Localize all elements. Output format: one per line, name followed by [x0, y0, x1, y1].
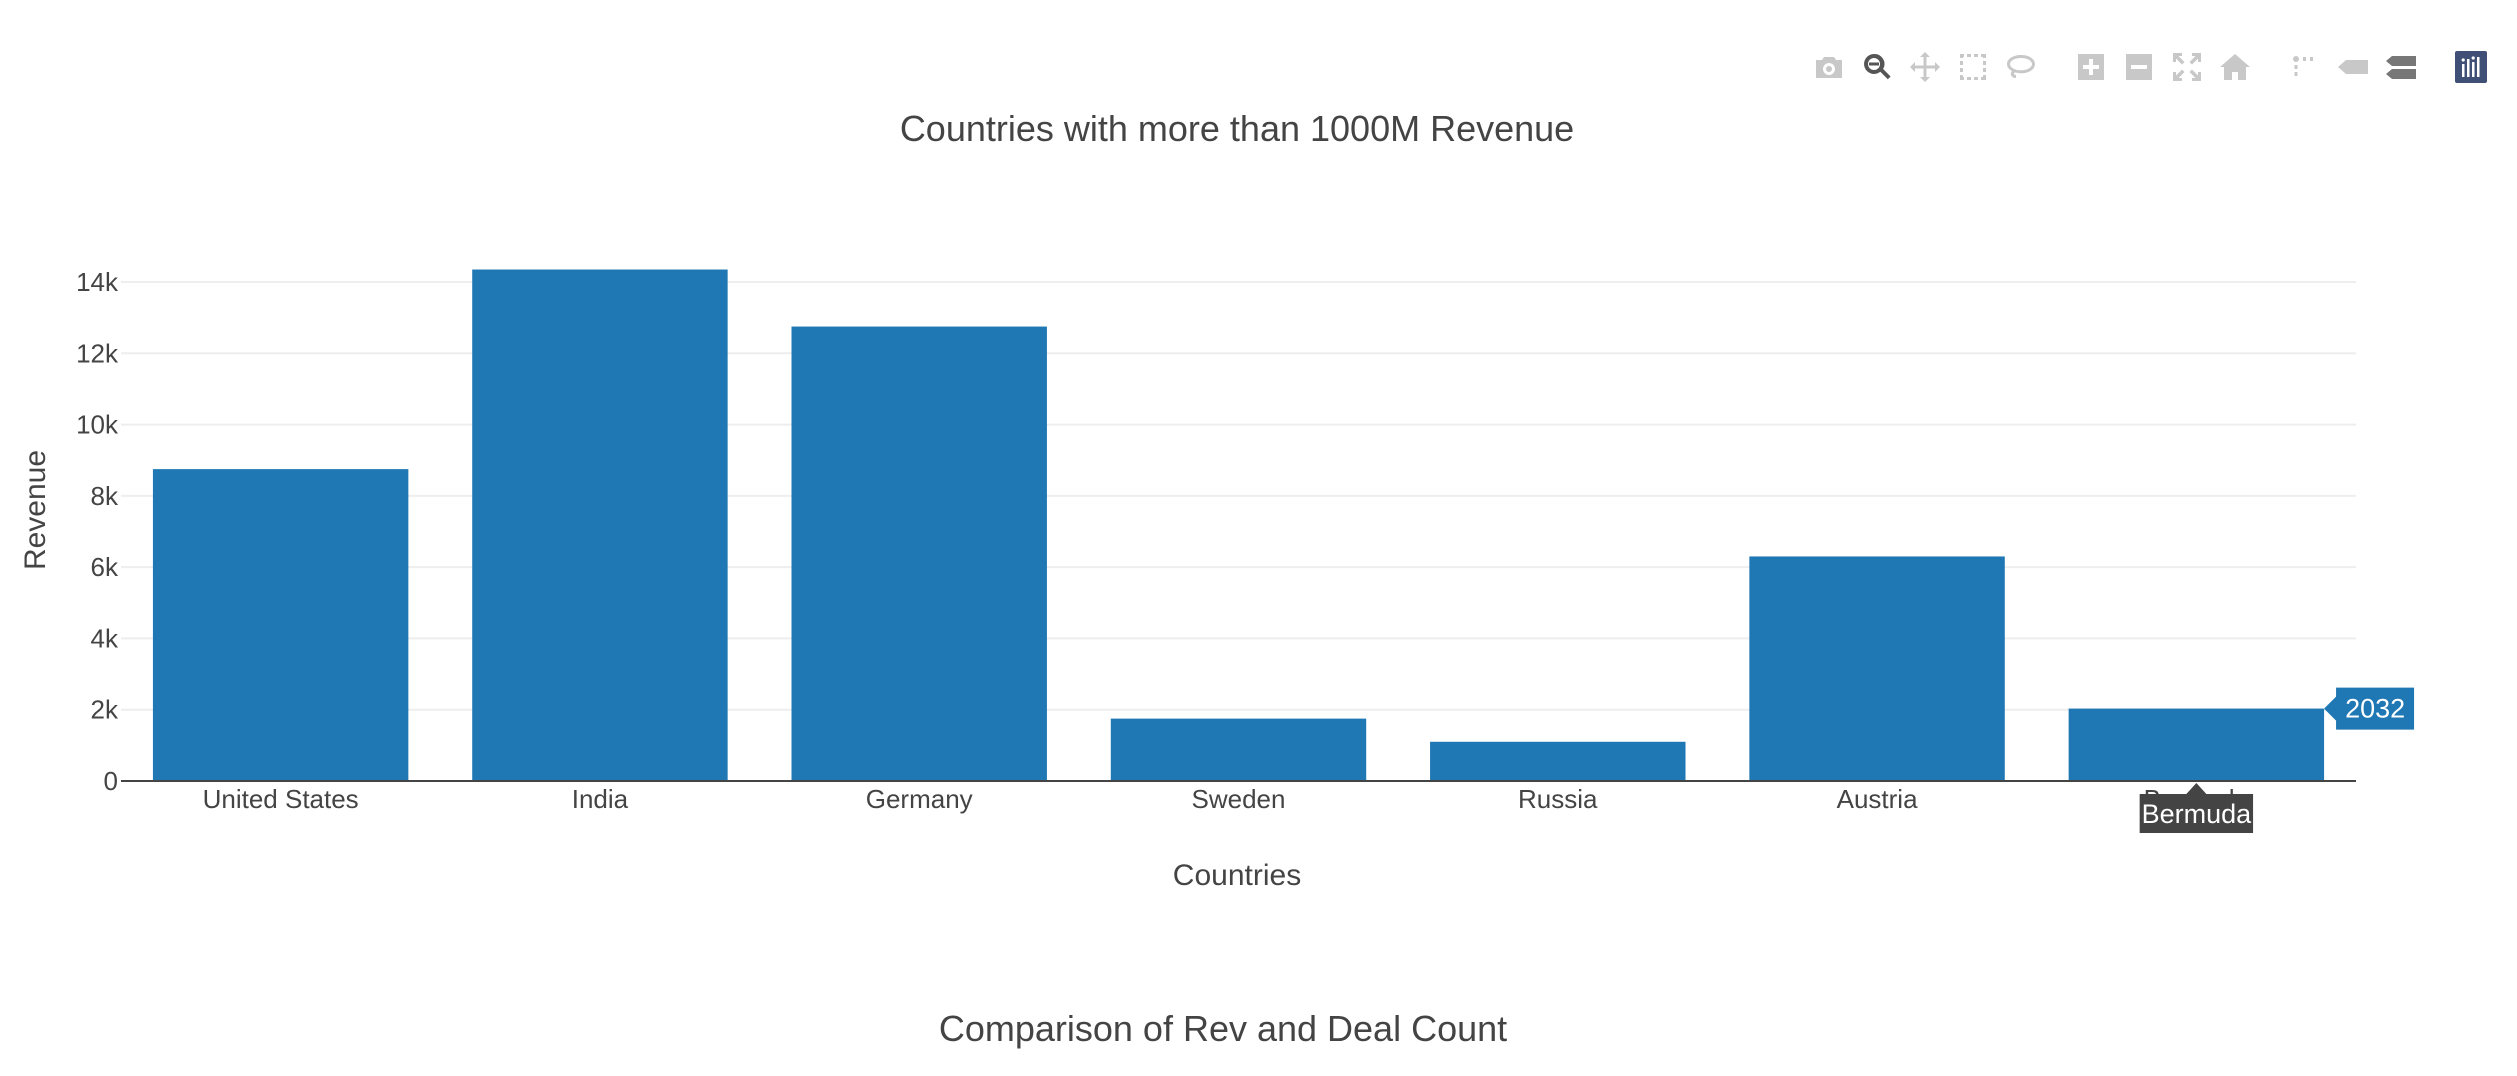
x-axis-title: Countries [1173, 859, 1301, 892]
hover-category-box [2139, 783, 2254, 833]
bar-bermuda[interactable] [2068, 708, 2325, 781]
x-tick-label: Russia [1518, 784, 1598, 814]
next-chart-title: Comparison of Rev and Deal Count [939, 1008, 1507, 1049]
modebar-group [2067, 46, 2259, 88]
bar-united-states[interactable] [152, 469, 409, 781]
autoscale-icon[interactable] [2163, 46, 2211, 88]
x-tick-labels: United States India Germany Sweden Russia Aus… [203, 784, 2250, 814]
bar-austria[interactable] [1749, 556, 2005, 781]
y-axis-title: Revenue [19, 450, 52, 570]
plotly-logo-icon[interactable] [2447, 46, 2495, 88]
hover-compare-icon[interactable] [2377, 46, 2425, 88]
zoom-out-icon[interactable] [2115, 46, 2163, 88]
y-tick-label: 2k [91, 695, 119, 725]
hover-category-label: Bermuda [2142, 799, 2253, 829]
reset-axes-icon[interactable] [2211, 46, 2259, 88]
zoom-in-icon[interactable] [2067, 46, 2115, 88]
bar-sweden[interactable] [1110, 718, 1367, 781]
y-tick-labels: 0 2k 4k 6k 8k 10k 12k 14k [76, 267, 119, 796]
hover-value-label: 2032 [2345, 694, 2405, 724]
modebar [1783, 46, 2495, 88]
modebar-group [1805, 46, 2045, 88]
y-tick-label: 6k [91, 552, 119, 582]
y-tick-label: 10k [76, 410, 119, 440]
zoom-icon[interactable] [1853, 46, 1901, 88]
bar-india[interactable] [472, 269, 728, 781]
x-tick-label: United States [203, 784, 359, 814]
chart-title: Countries with more than 1000M Revenue [900, 108, 1574, 149]
y-tick-label: 8k [91, 481, 119, 511]
y-tick-label: 12k [76, 338, 119, 368]
modebar-group [2447, 46, 2495, 88]
bar-russia[interactable] [1430, 741, 1686, 781]
hover-value-box [2324, 687, 2415, 730]
lasso-select-icon[interactable] [1997, 46, 2045, 88]
x-tick-label: Austria [1837, 784, 1918, 814]
box-select-icon[interactable] [1949, 46, 1997, 88]
camera-icon[interactable] [1805, 46, 1853, 88]
pan-icon[interactable] [1901, 46, 1949, 88]
spike-lines-icon[interactable] [2281, 46, 2329, 88]
x-tick-label: India [572, 784, 629, 814]
x-tick-label: Sweden [1192, 784, 1286, 814]
x-tick-label: Germany [866, 784, 973, 814]
hover-closest-icon[interactable] [2329, 46, 2377, 88]
modebar-group [2281, 46, 2425, 88]
y-tick-label: 4k [91, 623, 119, 653]
y-tick-label: 0 [104, 766, 118, 796]
gridlines [121, 281, 2356, 711]
hover-labels: 2032 Bermuda [2139, 687, 2415, 833]
bar-germany[interactable] [791, 326, 1047, 781]
bars [152, 269, 2325, 781]
y-tick-label: 14k [76, 267, 119, 297]
